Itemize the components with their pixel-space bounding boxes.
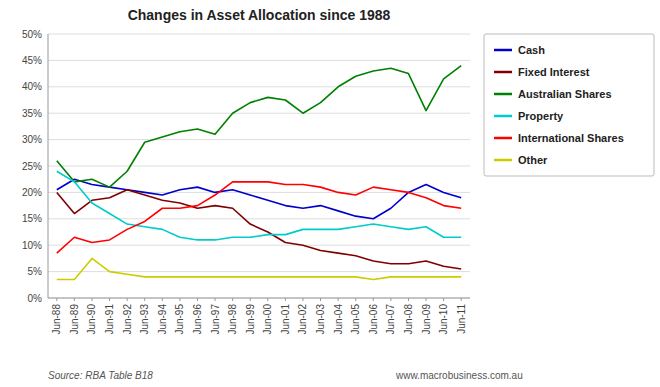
chart: Changes in Asset Allocation since 1988 0%… — [0, 0, 660, 387]
y-axis-line — [48, 34, 49, 298]
legend-label: Cash — [518, 44, 545, 56]
x-tick — [426, 298, 427, 301]
x-tick — [232, 298, 233, 301]
y-tick-label: 35% — [22, 108, 42, 119]
x-tick — [179, 298, 180, 301]
x-tick — [373, 298, 374, 301]
x-tick-label: Jun-95 — [174, 304, 185, 335]
x-tick-label: Jun-97 — [210, 304, 221, 335]
x-tick-label: Jun-89 — [69, 304, 80, 335]
x-tick — [408, 298, 409, 301]
y-tick-label: 30% — [22, 134, 42, 145]
x-tick — [355, 298, 356, 301]
legend-label: International Shares — [518, 132, 624, 144]
x-tick-label: Jun-93 — [139, 304, 150, 335]
lines — [57, 66, 461, 280]
legend-swatch — [494, 159, 512, 162]
x-tick — [443, 298, 444, 301]
grid-line — [48, 60, 470, 61]
x-tick — [267, 298, 268, 301]
y-tick-label: 50% — [22, 29, 42, 40]
x-tick — [302, 298, 303, 301]
x-tick — [109, 298, 110, 301]
x-tick — [74, 298, 75, 301]
grid-line — [48, 113, 470, 114]
legend: Cash Fixed Interest Australian Shares Prope… — [484, 34, 654, 176]
y-grid — [48, 34, 470, 298]
x-tick — [461, 298, 462, 301]
y-tick-label: 20% — [22, 187, 42, 198]
series-line — [57, 182, 461, 253]
legend-label: Australian Shares — [518, 88, 612, 100]
x-tick-label: Jun-07 — [385, 304, 396, 335]
grid-line — [48, 34, 470, 35]
legend-swatch — [494, 137, 512, 140]
x-tick-label: Jun-98 — [227, 304, 238, 335]
y-tick-label: 45% — [22, 55, 42, 66]
legend-swatch — [494, 49, 512, 52]
y-tick-label: 40% — [22, 81, 42, 92]
x-tick — [285, 298, 286, 301]
series-line — [57, 179, 461, 219]
series-line — [57, 258, 461, 279]
grid-line — [48, 139, 470, 140]
x-tick — [250, 298, 251, 301]
series-line — [57, 190, 461, 269]
x-axis-line — [48, 298, 470, 299]
x-tick-label: Jun-96 — [192, 304, 203, 335]
x-tick-label: Jun-00 — [262, 304, 273, 335]
x-tick-label: Jun-10 — [438, 304, 449, 335]
annotation: Source: RBA Table B18 — [48, 370, 153, 381]
annotation: www.macrobusiness.com.au — [395, 370, 523, 381]
x-tick — [320, 298, 321, 301]
grid-line — [48, 86, 470, 87]
legend-label: Other — [518, 154, 548, 166]
x-tick-label: Jun-02 — [297, 304, 308, 335]
x-tick — [338, 298, 339, 301]
x-tick-label: Jun-05 — [350, 304, 361, 335]
x-tick — [144, 298, 145, 301]
x-tick-label: Jun-90 — [86, 304, 97, 335]
x-tick-label: Jun-94 — [157, 304, 168, 335]
grid-line — [48, 166, 470, 167]
x-tick — [56, 298, 57, 301]
x-tick-label: Jun-91 — [104, 304, 115, 335]
legend-box — [484, 34, 654, 176]
y-tick-label: 5% — [28, 266, 43, 277]
x-tick-label: Jun-01 — [280, 304, 291, 335]
legend-label: Property — [518, 110, 564, 122]
y-tick-label: 25% — [22, 161, 42, 172]
x-tick — [215, 298, 216, 301]
x-tick — [91, 298, 92, 301]
x-tick — [197, 298, 198, 301]
x-tick-label: Jun-08 — [403, 304, 414, 335]
x-tick-label: Jun-04 — [333, 304, 344, 335]
y-tick-label: 15% — [22, 213, 42, 224]
grid-line — [48, 298, 470, 299]
legend-swatch — [494, 93, 512, 96]
x-tick-label: Jun-92 — [122, 304, 133, 335]
grid-line — [48, 245, 470, 246]
legend-swatch — [494, 115, 512, 118]
title: Changes in Asset Allocation since 1988 — [128, 7, 391, 23]
x-tick-label: Jun-99 — [245, 304, 256, 335]
y-tick-label: 0% — [28, 293, 43, 304]
x-tick-label: Jun-03 — [315, 304, 326, 335]
x-tick-label: Jun-09 — [421, 304, 432, 335]
x-tick-label: Jun-06 — [368, 304, 379, 335]
x-tick — [162, 298, 163, 301]
legend-swatch — [494, 71, 512, 74]
x-tick — [390, 298, 391, 301]
grid-line — [48, 218, 470, 219]
y-tick-label: 10% — [22, 240, 42, 251]
x-tick-label: Jun-11 — [456, 304, 467, 334]
x-tick — [127, 298, 128, 301]
x-tick-label: Jun-88 — [51, 304, 62, 335]
series-line — [57, 66, 461, 187]
legend-label: Fixed Interest — [518, 66, 590, 78]
